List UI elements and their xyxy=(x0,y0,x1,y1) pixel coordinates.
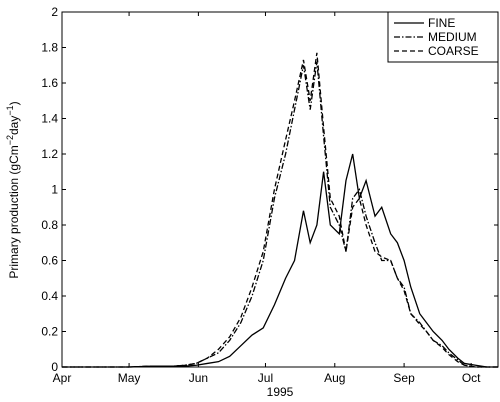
legend-label: COARSE xyxy=(428,44,479,58)
x-tick-label: Oct xyxy=(462,371,481,385)
series-line xyxy=(62,61,498,368)
x-tick-label: Aug xyxy=(324,371,345,385)
y-tick-label: 1.2 xyxy=(41,147,58,161)
legend-label: FINE xyxy=(428,16,455,30)
y-label-sup: −2 xyxy=(5,135,15,145)
x-tick-label: Apr xyxy=(53,371,72,385)
series-line xyxy=(62,52,498,368)
legend-label: MEDIUM xyxy=(428,30,477,44)
x-tick-label: May xyxy=(118,371,141,385)
x-tick-label: Jun xyxy=(189,371,208,385)
y-tick-label: 0.2 xyxy=(41,325,58,339)
y-tick-label: 0.4 xyxy=(41,289,58,303)
series-line xyxy=(62,153,498,368)
y-tick-label: 1.6 xyxy=(41,76,58,90)
y-label-part: ) xyxy=(7,101,21,105)
y-tick-label: 2 xyxy=(51,5,58,19)
y-axis-label: Primary production (gCm−2day−1) xyxy=(5,101,21,278)
plot-frame xyxy=(61,11,499,368)
x-tick-label: Jul xyxy=(258,371,273,385)
y-tick-label: 0 xyxy=(51,360,58,374)
y-label-part: Primary production (gCm xyxy=(7,145,21,278)
y-tick-label: 0.6 xyxy=(41,254,58,268)
y-tick-label: 1 xyxy=(51,183,58,197)
y-tick-label: 1.4 xyxy=(41,112,58,126)
x-axis-label: 1995 xyxy=(267,385,294,399)
x-tick-label: Sep xyxy=(393,371,415,385)
y-label-part: day xyxy=(7,116,21,135)
y-tick-label: 0.8 xyxy=(41,218,58,232)
y-tick-label: 1.8 xyxy=(41,41,58,55)
y-label-sup: −1 xyxy=(5,105,15,115)
